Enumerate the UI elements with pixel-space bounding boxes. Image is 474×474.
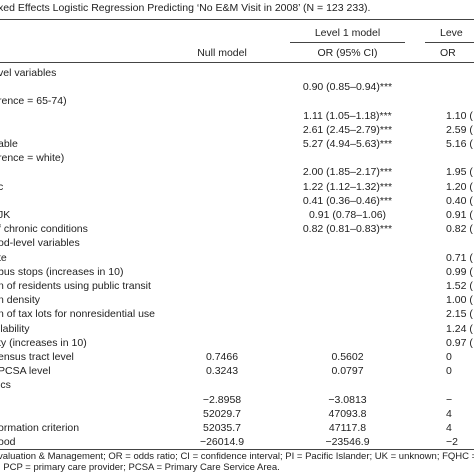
row-label: od-level variables	[0, 237, 80, 250]
row-label: ilability	[0, 322, 30, 335]
footnote: valuation & Management; OR = odds ratio;…	[0, 451, 474, 462]
level2-cell: 4	[446, 407, 452, 420]
level2-cell: 1.00 (	[446, 294, 473, 307]
row-label: bus stops (increases in 10)	[0, 265, 124, 278]
level2-cell: 2.15 (	[446, 308, 473, 321]
row-label: n of tax lots for nonresidential use	[0, 308, 156, 321]
rule	[0, 62, 474, 63]
null-model-cell: 52035.7	[203, 422, 241, 434]
row-label: ty (increases in 10)	[0, 336, 87, 349]
level2-cell: 0.97 (	[446, 336, 473, 349]
column-group: Leve	[440, 27, 463, 39]
row-label: vel variables	[0, 67, 57, 79]
null-model-cell: 52029.7	[203, 407, 241, 420]
level1-cell: 2.00 (1.85–2.17)***	[302, 166, 393, 179]
level1-cell: 5.27 (4.94–5.63)***	[302, 138, 393, 150]
row-label: n density	[0, 294, 41, 307]
row-label: te	[0, 251, 7, 264]
level2-cell: 0	[446, 351, 452, 363]
level2-cell: 0.71 (	[446, 251, 473, 264]
level2-cell: 0	[446, 365, 452, 378]
row-label: ood	[0, 436, 16, 449]
level1-cell: 0.41 (0.36–0.46)***	[302, 194, 393, 207]
level2-cell: 1.24 (	[446, 322, 473, 335]
footnote: ; PCP = primary care provider; PCSA = Pr…	[0, 462, 280, 473]
row-label: ormation criterion	[0, 422, 80, 434]
row-label: JK	[0, 209, 11, 221]
level1-cell: 2.61 (2.45–2.79)***	[302, 123, 393, 136]
row-label: ensus tract level	[0, 351, 74, 363]
level1-cell: 1.11 (1.05–1.18)***	[303, 109, 392, 122]
rule	[0, 19, 474, 20]
level1-cell: 47093.8	[328, 407, 367, 420]
level1-cell: 47117.8	[328, 422, 367, 434]
level2-cell: 1.95 (	[446, 166, 473, 179]
column-header: Null model	[197, 47, 247, 59]
level2-cell: −2	[446, 436, 458, 449]
level2-cell: 0.91 (	[446, 209, 473, 221]
level1-cell: 0.5602	[331, 351, 364, 363]
null-model-cell: −26014.9	[199, 436, 245, 449]
level2-cell: 1.52 (	[446, 280, 473, 292]
level2-cell: 0.99 (	[446, 265, 473, 278]
level2-cell: 0.82 (	[446, 223, 473, 236]
row-label: rence = white)	[0, 152, 65, 165]
level2-cell: 1.20 (	[446, 180, 473, 193]
level1-cell: −23546.9	[325, 436, 370, 449]
column-header: OR	[440, 47, 456, 59]
level2-cell: 1.10 (	[446, 109, 473, 122]
rule	[290, 42, 405, 43]
level1-cell: 0.82 (0.81–0.83)***	[302, 223, 393, 236]
level1-cell: −3.0813	[328, 393, 367, 406]
level2-cell: 2.59 (	[446, 123, 473, 136]
row-label: f chronic conditions	[0, 223, 88, 236]
level2-cell: 5.16 (	[446, 138, 473, 150]
level2-cell: −	[446, 393, 453, 406]
row-label: rence = 65-74)	[0, 95, 67, 108]
table-title: xed Effects Logistic Regression Predicti…	[0, 2, 371, 14]
level1-cell: 0.91 (0.78–1.06)	[308, 209, 387, 221]
rule	[425, 42, 474, 43]
column-header: OR (95% CI)	[317, 47, 378, 59]
row-label: ics	[0, 379, 11, 392]
rule	[0, 449, 474, 450]
column-group: Level 1 model	[314, 27, 381, 39]
row-label: PCSA level	[0, 365, 51, 378]
null-model-cell: −2.8958	[202, 393, 242, 406]
null-model-cell: 0.3243	[205, 365, 239, 378]
row-label: able	[0, 138, 18, 150]
row-label: n of residents using public transit	[0, 280, 151, 292]
level1-cell: 0.90 (0.85–0.94)***	[302, 81, 393, 94]
row-label: c	[0, 180, 4, 193]
level1-cell: 1.22 (1.12–1.32)***	[302, 180, 393, 193]
null-model-cell: 0.7466	[205, 351, 239, 363]
level2-cell: 0.40 (	[446, 194, 473, 207]
level2-cell: 4	[446, 422, 452, 434]
level1-cell: 0.0797	[331, 365, 364, 378]
